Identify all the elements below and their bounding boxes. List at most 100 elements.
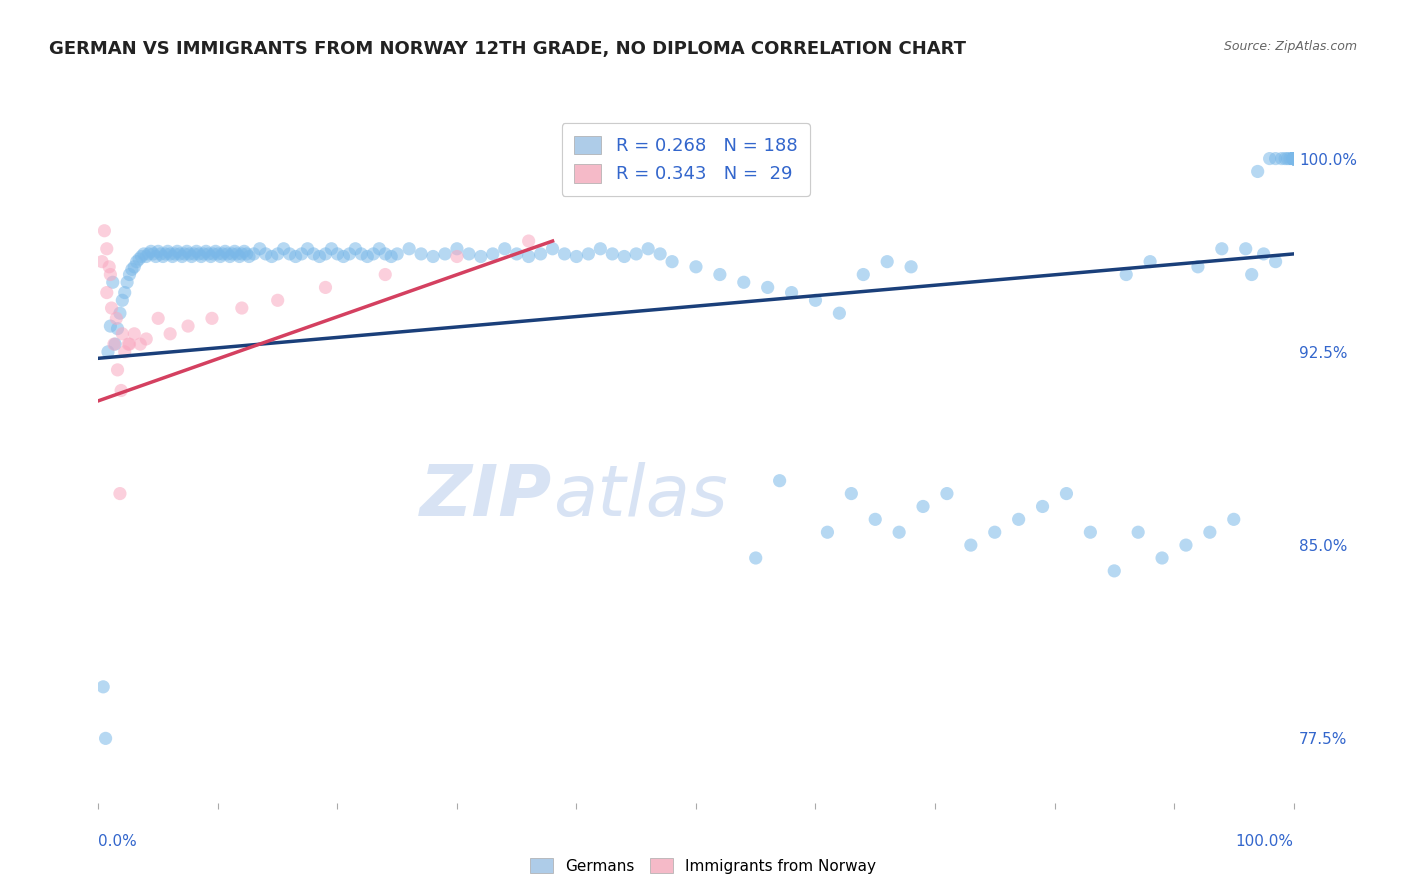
Point bbox=[98, 260, 121, 274]
Point bbox=[179, 247, 201, 261]
Point bbox=[889, 525, 911, 540]
Point bbox=[128, 252, 150, 266]
Point bbox=[1282, 152, 1305, 166]
Point bbox=[756, 280, 779, 294]
Point bbox=[1152, 551, 1174, 566]
Point bbox=[960, 538, 983, 552]
Point bbox=[1258, 152, 1281, 166]
Point bbox=[163, 247, 186, 261]
Text: ZIP: ZIP bbox=[420, 462, 553, 531]
Point bbox=[139, 244, 162, 259]
Point bbox=[911, 500, 934, 514]
Point bbox=[114, 285, 136, 300]
Point bbox=[1240, 268, 1263, 282]
Point bbox=[1282, 152, 1305, 166]
Point bbox=[152, 250, 174, 264]
Point bbox=[1282, 152, 1305, 166]
Point bbox=[156, 244, 179, 259]
Point bbox=[1104, 564, 1126, 578]
Point bbox=[470, 250, 492, 264]
Point bbox=[297, 242, 319, 256]
Legend: R = 0.268   N = 188, R = 0.343   N =  29: R = 0.268 N = 188, R = 0.343 N = 29 bbox=[561, 123, 810, 196]
Point bbox=[100, 301, 122, 315]
Point bbox=[865, 512, 887, 526]
Point bbox=[200, 250, 222, 264]
Point bbox=[308, 250, 330, 264]
Point bbox=[118, 268, 141, 282]
Point bbox=[517, 234, 540, 248]
Point bbox=[219, 250, 242, 264]
Point bbox=[876, 254, 898, 268]
Point bbox=[541, 242, 564, 256]
Point bbox=[111, 326, 134, 341]
Point bbox=[117, 337, 139, 351]
Point bbox=[1282, 152, 1305, 166]
Point bbox=[249, 242, 271, 256]
Point bbox=[209, 250, 232, 264]
Point bbox=[446, 242, 468, 256]
Point bbox=[214, 244, 236, 259]
Point bbox=[1282, 152, 1305, 166]
Point bbox=[1282, 152, 1305, 166]
Point bbox=[1282, 152, 1305, 166]
Point bbox=[321, 242, 343, 256]
Point bbox=[190, 250, 212, 264]
Point bbox=[291, 247, 314, 261]
Point bbox=[804, 293, 827, 308]
Point bbox=[446, 250, 468, 264]
Point bbox=[94, 731, 117, 746]
Point bbox=[96, 285, 118, 300]
Point bbox=[159, 326, 181, 341]
Point bbox=[315, 280, 337, 294]
Text: Source: ZipAtlas.com: Source: ZipAtlas.com bbox=[1223, 40, 1357, 54]
Point bbox=[96, 242, 118, 256]
Point bbox=[517, 250, 540, 264]
Point bbox=[332, 250, 354, 264]
Point bbox=[142, 247, 165, 261]
Point bbox=[267, 293, 290, 308]
Point bbox=[1056, 486, 1078, 500]
Point bbox=[129, 337, 152, 351]
Point bbox=[1271, 152, 1294, 166]
Point bbox=[828, 306, 851, 320]
Point bbox=[374, 247, 396, 261]
Point bbox=[768, 474, 790, 488]
Point bbox=[1277, 152, 1299, 166]
Point bbox=[183, 247, 205, 261]
Point bbox=[613, 250, 636, 264]
Point bbox=[145, 250, 167, 264]
Point bbox=[110, 384, 132, 398]
Point bbox=[180, 250, 202, 264]
Point bbox=[169, 247, 191, 261]
Point bbox=[278, 247, 301, 261]
Point bbox=[267, 247, 290, 261]
Point bbox=[1139, 254, 1161, 268]
Text: atlas: atlas bbox=[553, 462, 727, 531]
Point bbox=[173, 247, 195, 261]
Point bbox=[936, 486, 959, 500]
Point bbox=[235, 247, 257, 261]
Point bbox=[1282, 152, 1305, 166]
Point bbox=[201, 311, 224, 326]
Point bbox=[187, 247, 209, 261]
Point bbox=[273, 242, 295, 256]
Point bbox=[1282, 152, 1305, 166]
Point bbox=[1274, 152, 1296, 166]
Point bbox=[97, 344, 120, 359]
Point bbox=[481, 247, 505, 261]
Point bbox=[1175, 538, 1198, 552]
Point bbox=[398, 242, 420, 256]
Point bbox=[176, 244, 198, 259]
Point bbox=[315, 247, 337, 261]
Point bbox=[162, 250, 184, 264]
Text: 100.0%: 100.0% bbox=[1236, 834, 1294, 849]
Point bbox=[131, 250, 153, 264]
Point bbox=[135, 332, 157, 346]
Point bbox=[637, 242, 659, 256]
Point bbox=[368, 242, 391, 256]
Point bbox=[124, 260, 146, 274]
Point bbox=[530, 247, 553, 261]
Point bbox=[115, 275, 138, 289]
Point bbox=[745, 551, 768, 566]
Point bbox=[302, 247, 325, 261]
